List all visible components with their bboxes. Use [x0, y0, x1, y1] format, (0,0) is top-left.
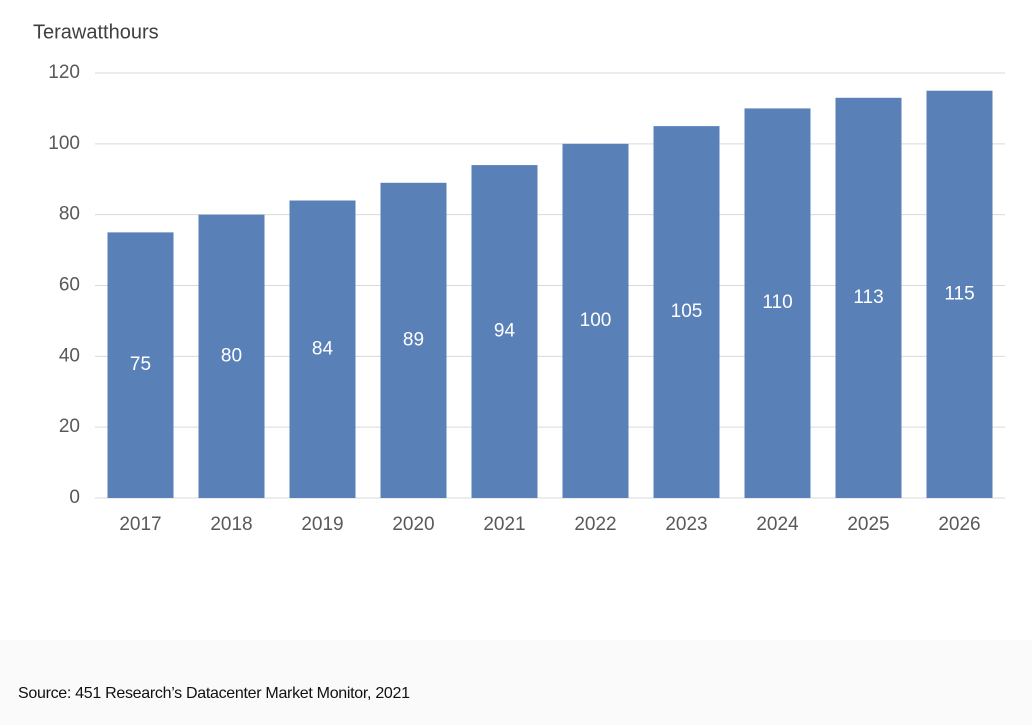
bar [835, 97, 902, 499]
x-tick-label: 2025 [847, 514, 889, 535]
data-label: 110 [762, 292, 792, 313]
bar [198, 214, 265, 498]
chart: Terawatthours 0 20 40 60 80 100 120 2017 75 2018 8… [33, 21, 1005, 536]
source-note: Source: 451 Research’s Datacenter Market… [18, 685, 410, 702]
y-tick-label: 120 [48, 62, 80, 83]
x-tick-label: 2017 [119, 514, 161, 535]
y-axis-label: Terawatthours [33, 21, 159, 43]
y-tick-label: 20 [59, 416, 80, 437]
data-label: 100 [580, 310, 612, 331]
x-tick-label: 2026 [938, 514, 980, 535]
data-label: 80 [221, 345, 242, 366]
y-tick-label: 0 [69, 487, 80, 508]
bar [562, 143, 629, 499]
bar [471, 165, 538, 499]
bar [926, 90, 993, 498]
data-label: 113 [853, 287, 883, 308]
x-tick-label: 2023 [665, 514, 707, 535]
y-tick-label: 40 [59, 345, 80, 366]
data-label: 89 [403, 329, 424, 350]
data-label: 75 [130, 354, 151, 375]
bar [653, 126, 720, 498]
data-label: 84 [312, 338, 334, 359]
bar [289, 200, 356, 498]
y-tick-label: 100 [48, 133, 80, 154]
x-tick-label: 2019 [301, 514, 343, 535]
x-tick-label: 2021 [483, 514, 525, 535]
data-label: 115 [944, 283, 974, 304]
data-label: 94 [494, 321, 516, 342]
bar [380, 182, 447, 498]
x-tick-label: 2022 [574, 514, 616, 535]
x-tick-label: 2018 [210, 514, 252, 535]
y-tick-label: 60 [59, 275, 80, 296]
x-tick-label: 2020 [392, 514, 434, 535]
bar [107, 232, 174, 498]
x-tick-label: 2024 [756, 514, 799, 535]
data-label: 105 [671, 301, 703, 322]
bar [744, 108, 811, 499]
y-tick-label: 80 [59, 204, 80, 225]
